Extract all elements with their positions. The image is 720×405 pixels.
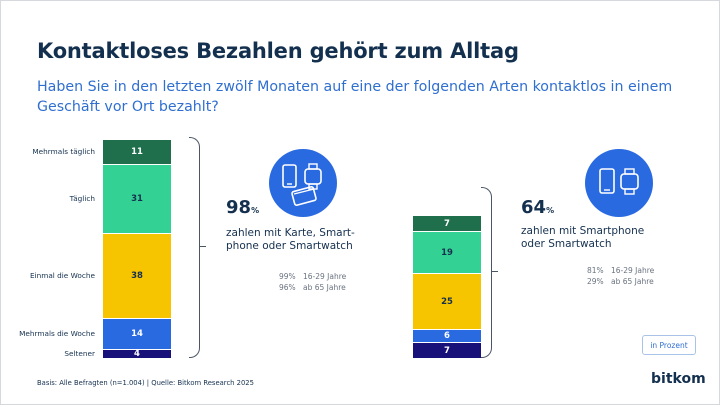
category-label-2: Täglich [69, 194, 95, 204]
category-label-3: Einmal die Woche [29, 270, 95, 280]
bar-segment-2-3: 25 [413, 274, 481, 329]
phone-watch-icon [585, 149, 653, 217]
bracket-right-tick [492, 271, 498, 273]
description-left: zahlen mit Karte, Smart- phone oder Smar… [226, 227, 355, 252]
bar-segment-2-5: 7 [413, 343, 481, 358]
chart-title: Kontaktloses Bezahlen gehört zum Alltag [37, 39, 519, 63]
age-breakdown-right: 81% 16-29 Jahre 29% ab 65 Jahre [587, 266, 655, 286]
category-label-1: Mehrmals täglich [32, 147, 95, 157]
survey-question: Haben Sie in den letzten zwölf Monaten a… [37, 79, 673, 115]
category-label-4: Mehrmals die Woche [19, 328, 95, 338]
total-percent-left: 98% [226, 197, 260, 218]
category-label-5: Seltener [64, 349, 95, 359]
bar-segment-1-4: 14 [103, 318, 171, 350]
bar-segment-2-2: 19 [413, 231, 481, 274]
source-note: Basis: Alle Befragten (n=1.004) | Quelle… [37, 379, 254, 387]
bar-segment-1-1: 11 [103, 140, 171, 164]
bracket-left-tick [200, 246, 206, 248]
description-right: zahlen mit Smartphone oder Smartwatch [521, 225, 645, 250]
bitkom-logo: bitkom [651, 371, 706, 387]
card-phone-watch-icon [269, 149, 337, 217]
bracket-left [189, 137, 200, 358]
bar-segment-1-5: 4 [103, 349, 171, 359]
unit-badge: in Prozent [642, 335, 696, 355]
total-percent-right: 64% [521, 197, 555, 218]
age-breakdown-left: 99% 16-29 Jahre 96% ab 65 Jahre [279, 272, 347, 292]
bar-segment-1-3: 38 [103, 234, 171, 318]
bar-segment-2-4: 6 [413, 330, 481, 343]
bracket-right [481, 187, 492, 358]
bar-segment-2-1: 7 [413, 216, 481, 231]
bar-segment-1-2: 31 [103, 164, 171, 234]
